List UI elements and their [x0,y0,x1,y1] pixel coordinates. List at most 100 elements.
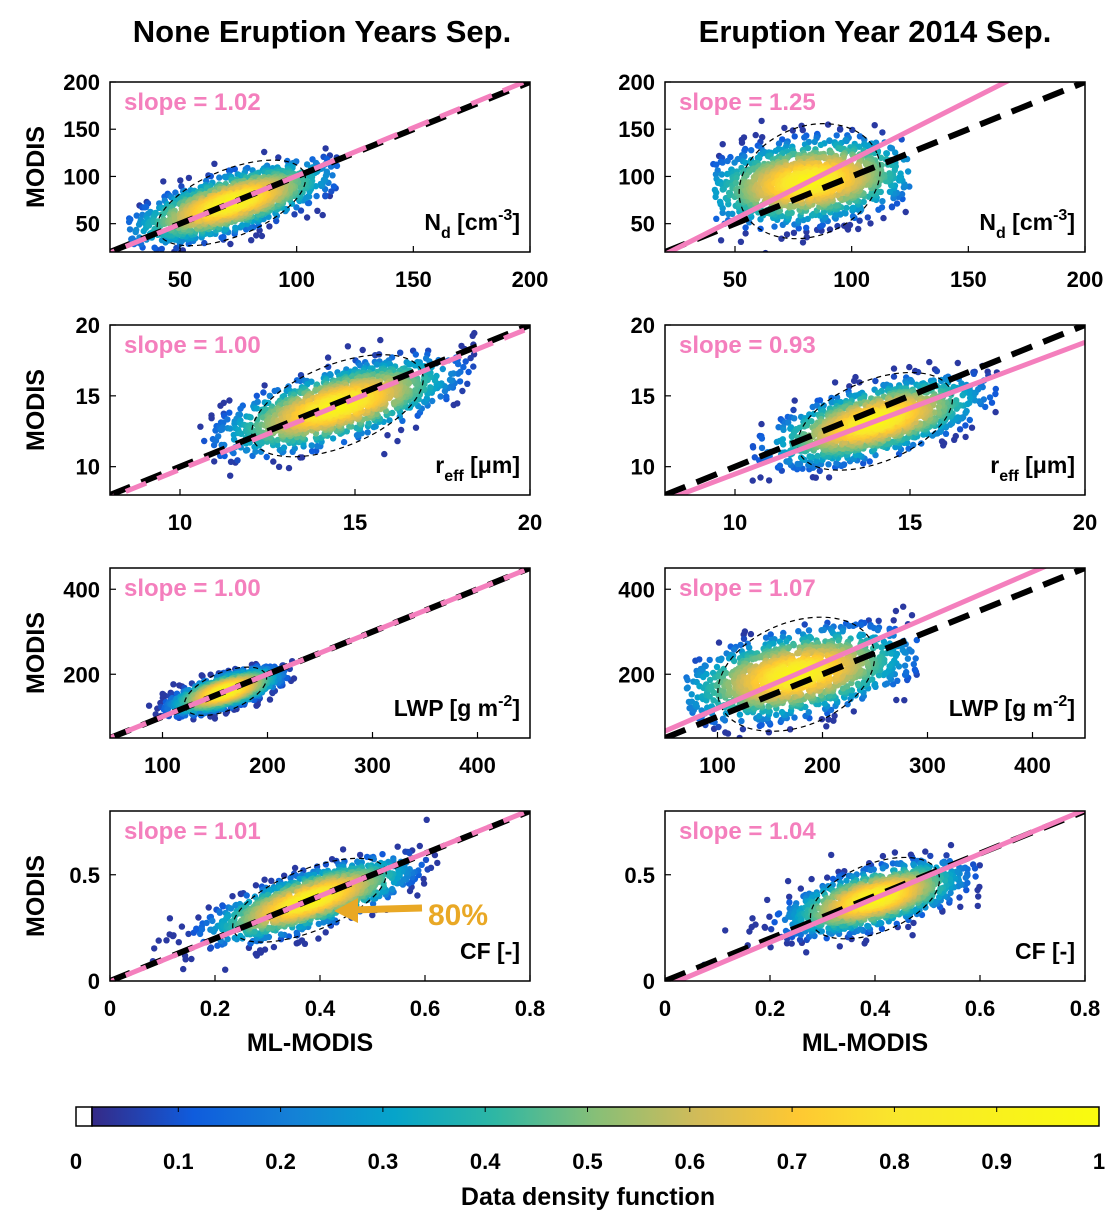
density-point [864,214,871,221]
density-point [253,405,261,412]
reference-lines [110,82,530,252]
density-point [412,351,419,358]
density-point [303,214,311,221]
density-point [786,457,793,464]
density-point [791,415,798,422]
x-tick-label: 100 [278,267,315,292]
density-point [886,170,893,177]
density-point [160,178,167,185]
density-point [785,419,792,426]
density-point [227,240,234,248]
density-cloud [710,117,913,252]
density-point [776,462,784,469]
density-point [226,409,233,416]
density-point [261,382,268,389]
density-point [820,208,828,216]
density-point [933,367,941,375]
x-tick-label: 50 [168,267,192,292]
density-point [988,399,996,406]
density-point [781,124,788,132]
variable-bracket: ] [512,452,520,478]
density-point [905,445,912,452]
density-point [718,171,725,178]
density-point [717,237,725,244]
density-point [788,209,795,216]
density-point [353,424,360,431]
density-point [151,260,157,266]
density-point [809,474,817,481]
density-point [397,349,404,356]
density-point [850,377,858,385]
x-ticks: 50 100 150 200 [168,246,549,292]
density-point [836,126,844,133]
density-point [129,235,136,242]
contour-80pct [738,123,881,240]
density-point [886,188,894,195]
fit-line [110,82,530,252]
density-point [266,392,273,399]
density-point [322,192,329,199]
density-point [397,426,405,434]
variable-name: r [435,452,444,478]
density-point [825,474,833,481]
one-to-one-line [110,325,530,495]
density-point [752,131,759,139]
density-point [443,393,450,400]
x-ticks: 10 15 20 [168,489,542,535]
x-tick-label: 200 [512,267,549,292]
density-point [263,453,270,461]
density-point [737,238,745,245]
density-point [840,461,848,468]
density-point [142,203,150,211]
density-point [880,214,887,222]
density-point [258,232,266,240]
density-point [178,183,185,190]
density-point [816,154,823,162]
density-point [454,370,462,377]
density-point [462,358,469,365]
density-point [959,392,966,399]
density-point [732,179,740,187]
density-point [291,445,298,452]
density-point [220,233,227,241]
density-point [344,343,352,350]
y-axis-label: MODIS [22,126,50,208]
density-point [238,430,245,437]
density-point [297,454,304,461]
density-point [938,377,945,385]
density-point [381,450,388,458]
density-point [887,144,894,151]
density-point [237,405,244,412]
density-point [330,183,338,190]
density-point [359,346,366,354]
density-point [825,461,832,468]
density-point [758,420,765,428]
density-point [130,251,133,252]
y-tick-label: 200 [63,70,100,95]
density-point [731,159,738,166]
density-point [340,438,348,446]
density-point [460,363,467,371]
density-point [758,444,766,452]
density-point [814,452,821,460]
density-point [314,207,321,214]
density-point [799,126,806,134]
density-point [795,225,802,232]
density-point [226,397,233,404]
density-point [885,439,892,447]
density-point [862,161,870,168]
density-point [304,199,312,207]
fit-line [665,82,1012,252]
density-point [866,458,873,465]
density-point [992,390,999,398]
density-point [810,410,817,418]
density-point [303,161,311,168]
density-point [986,394,994,401]
density-point [420,377,428,384]
density-point [324,354,332,361]
density-point [211,458,218,465]
variable-bracket: ] [1067,209,1075,235]
density-point [465,368,472,376]
density-point [158,245,165,252]
density-point [871,122,878,129]
